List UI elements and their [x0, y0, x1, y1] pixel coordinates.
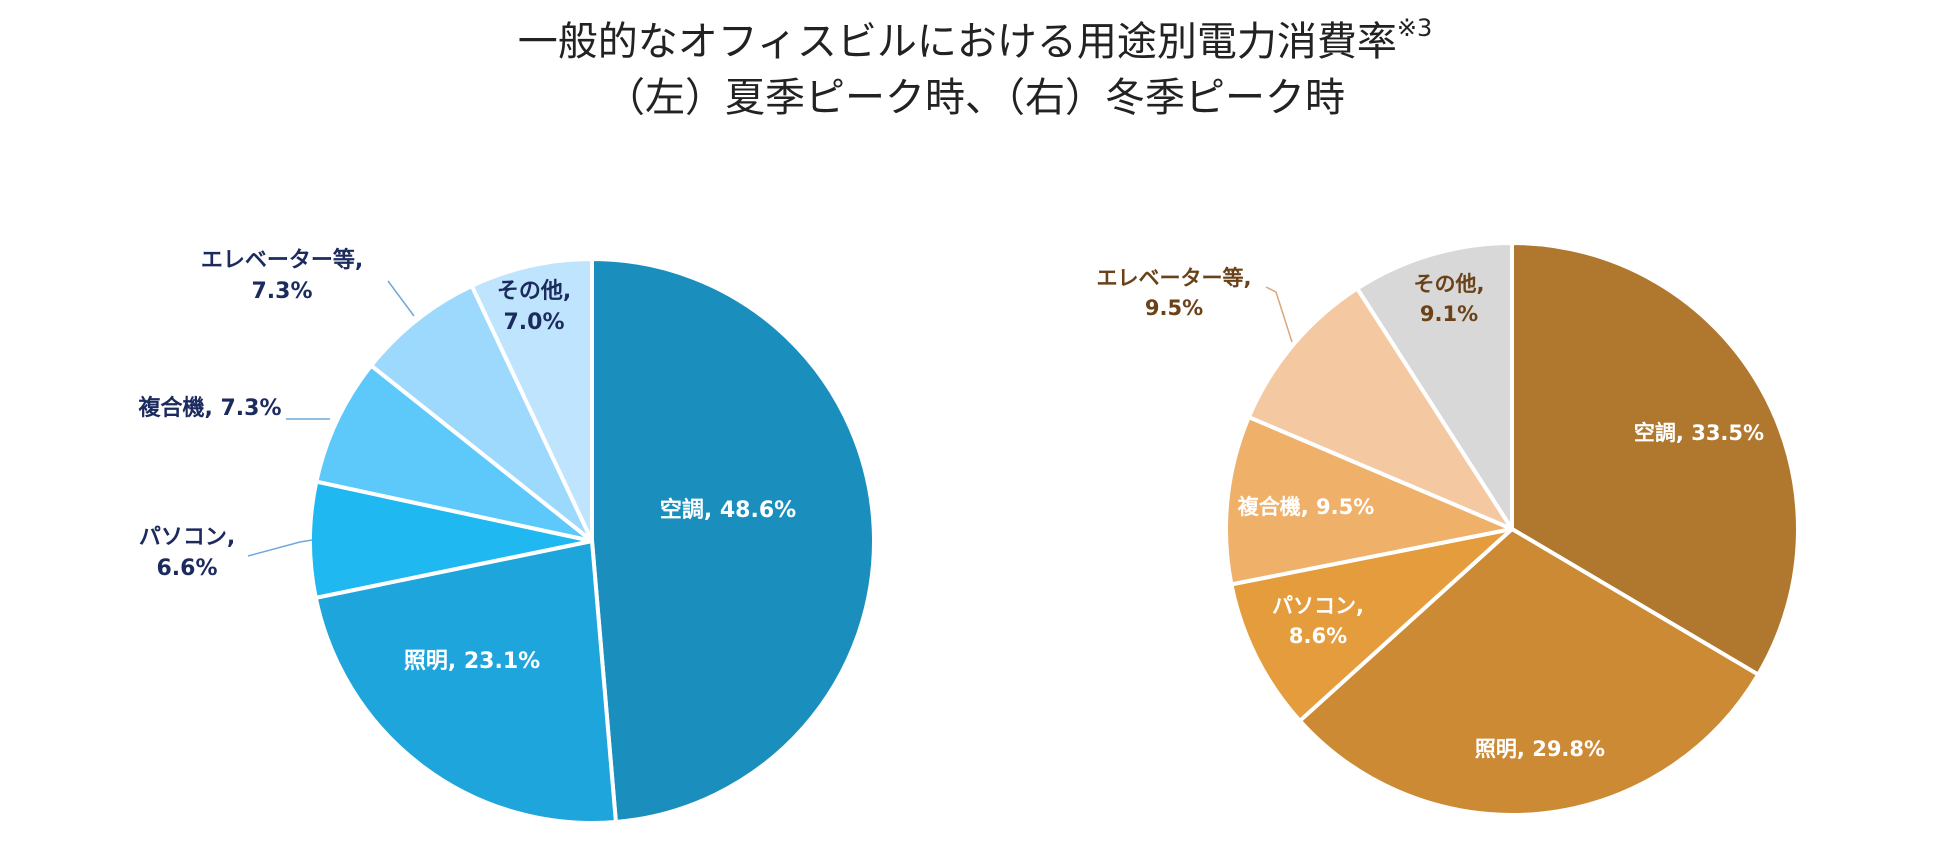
- leader-line: [387, 280, 415, 317]
- slice-label: 複合機, 7.3%: [138, 395, 281, 421]
- pie-slice: [369, 283, 594, 543]
- slice-label: エレベーター等, 9.5%: [1097, 266, 1252, 320]
- slice-label: その他, 7.0%: [497, 279, 571, 335]
- pie-slice: [313, 539, 618, 825]
- leader-line: [1265, 286, 1293, 343]
- slice-label: 複合機, 9.5%: [1237, 495, 1375, 519]
- slice-label: パソコン, 8.6%: [1272, 594, 1364, 648]
- title-footnote-mark: ※3: [1396, 14, 1433, 42]
- pie-slice: [469, 257, 594, 543]
- pie-slice: [1355, 241, 1514, 531]
- slice-label: パソコン, 6.6%: [139, 525, 235, 581]
- slice-label: 照明, 23.1%: [404, 649, 540, 674]
- chart-subtitle: （左）夏季ピーク時、（右）冬季ピーク時: [605, 75, 1345, 121]
- chart-title-text: 一般的なオフィスビルにおける用途別電力消費率: [517, 19, 1397, 65]
- winter-pie-chart: 空調, 33.5% 照明, 29.8% パソコン, 8.6% 複合機, 9.5% エレベー…: [1097, 241, 1800, 817]
- chart-title: 一般的なオフィスビルにおける用途別電力消費率※3: [0, 16, 1950, 65]
- pie-slice: [590, 257, 876, 824]
- pie-slice: [1224, 415, 1514, 587]
- pie-slice: [1510, 241, 1800, 677]
- slice-label: その他, 9.1%: [1414, 272, 1485, 326]
- slice-label: 空調, 48.6%: [660, 497, 796, 523]
- pie-slice: [1229, 527, 1514, 723]
- slice-label: 照明, 29.8%: [1475, 737, 1605, 761]
- leader-line: [247, 539, 313, 557]
- slice-label: エレベーター等, 7.3%: [201, 247, 363, 304]
- pie-slice: [314, 363, 594, 543]
- slice-label: 空調, 33.5%: [1634, 421, 1764, 445]
- pie-slice: [1297, 527, 1761, 817]
- pie-slice: [1246, 286, 1514, 531]
- summer-pie-chart: 空調, 48.6% 照明, 23.1% パソコン, 6.6% 複合機, 7.3% エレベー…: [138, 247, 876, 825]
